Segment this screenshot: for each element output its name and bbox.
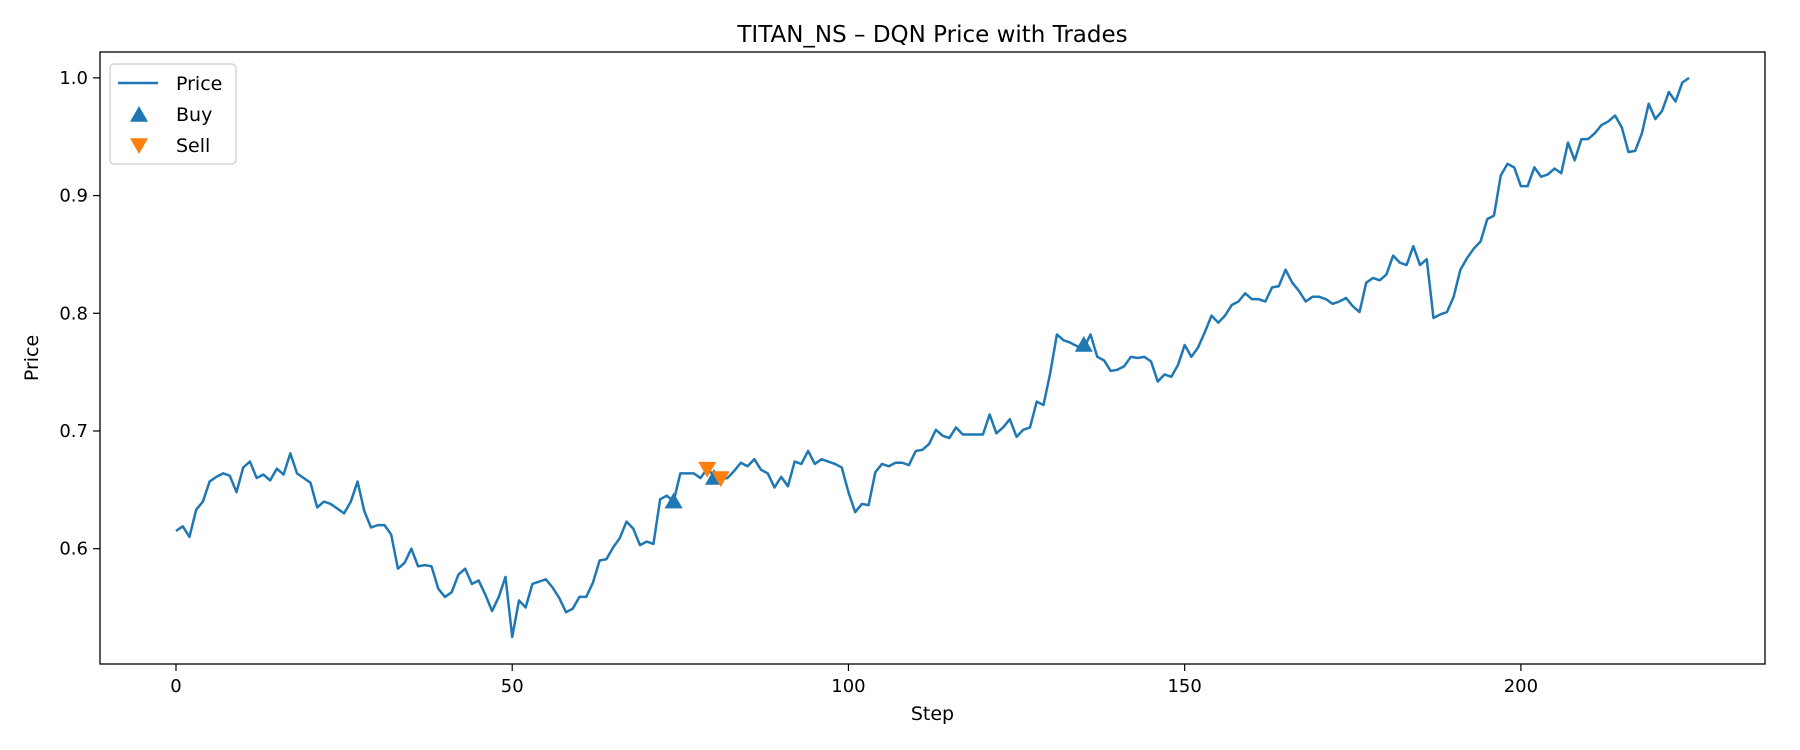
y-tick-label: 0.8	[59, 303, 88, 324]
y-tick-label: 0.6	[59, 539, 88, 560]
trade-markers	[664, 336, 1093, 509]
sell-marker	[711, 471, 730, 488]
y-tick-label: 0.9	[59, 186, 88, 207]
sell-marker	[698, 461, 717, 478]
legend-sell-label: Sell	[176, 135, 210, 157]
y-axis-label: Price	[21, 335, 43, 381]
x-axis-ticks: 0 50 100 150 200	[170, 664, 1538, 697]
y-tick-label: 1.0	[59, 68, 88, 89]
y-tick-label: 0.7	[59, 421, 88, 442]
buy-marker	[1074, 336, 1093, 352]
price-line	[175, 76, 1690, 639]
buy-marker	[664, 492, 683, 509]
legend: Price Buy Sell	[109, 63, 237, 165]
x-tick-label: 100	[831, 676, 865, 697]
x-tick-label: 200	[1504, 676, 1538, 697]
y-axis-ticks: 0.6 0.7 0.8 0.9 1.0	[59, 68, 100, 560]
chart-title: TITAN_NS – DQN Price with Trades	[736, 22, 1127, 48]
legend-buy-triangle-icon	[130, 106, 148, 122]
x-tick-label: 150	[1167, 676, 1201, 697]
series-layer	[175, 76, 1690, 639]
legend-sell-triangle-icon	[130, 138, 148, 154]
x-tick-label: 50	[501, 676, 524, 697]
x-tick-label: 0	[170, 676, 181, 697]
plot-area-frame	[99, 51, 1766, 665]
legend-buy-label: Buy	[176, 104, 212, 126]
x-axis-label: Step	[911, 703, 954, 725]
legend-price-label: Price	[176, 73, 222, 95]
